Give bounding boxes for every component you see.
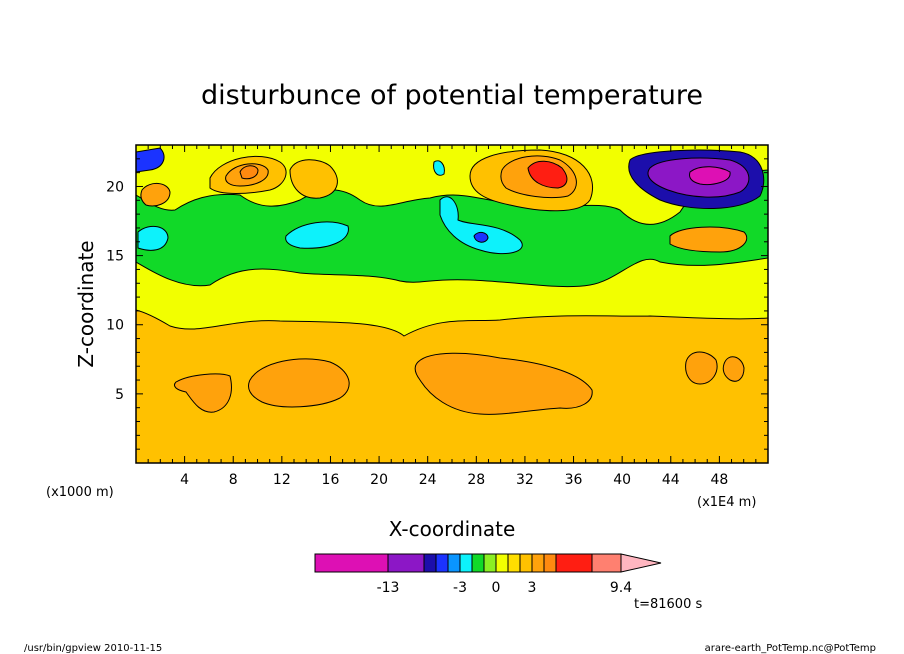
x-tick-label: 44 (662, 472, 680, 488)
time-annotation: t=81600 s (634, 597, 702, 612)
y-tick-label: 20 (106, 179, 124, 195)
colorbar-segment (471, 553, 485, 573)
colorbar-label: 0 (492, 580, 501, 596)
x-tick-label: 20 (370, 472, 388, 488)
x-tick-label: 40 (613, 472, 631, 488)
x-tick-label: 4 (180, 472, 189, 488)
field-blue-28 (473, 231, 489, 243)
colorbar-label: 9.4 (610, 580, 632, 596)
colorbar-segment (591, 553, 622, 573)
x-axis: 4 8 12 16 20 24 28 32 36 40 44 48 (147, 145, 757, 488)
heatmap-field (136, 145, 768, 463)
y-tick-label: 5 (115, 387, 124, 403)
x-tick-label: 24 (419, 472, 437, 488)
field-pocket-4 (685, 351, 718, 385)
x-tick-label: 36 (565, 472, 583, 488)
colorbar-segment (423, 553, 437, 573)
field-cyan-25 (439, 196, 523, 255)
x-tick-label: 28 (467, 472, 485, 488)
x-tick-label: 32 (516, 472, 534, 488)
y-axis-title: Z-coordinate (74, 240, 98, 367)
colorbar-segment (543, 553, 557, 573)
colorbar-segment (519, 553, 533, 573)
field-cyan-center (433, 160, 445, 176)
colorbar-segment (531, 553, 545, 573)
colorbar-arrow (620, 553, 662, 573)
y-tick-label: 15 (106, 249, 124, 265)
colorbar-segment (387, 553, 425, 573)
colorbar-segment (435, 553, 449, 573)
colorbar-segment (447, 553, 461, 573)
y-unit-label: (x1000 m) (46, 485, 114, 500)
colorbar-label: 3 (528, 580, 537, 596)
field-cyan-left (137, 225, 169, 251)
colorbar-segment (483, 553, 497, 573)
field-orange-46 (669, 226, 748, 253)
footer-right: arare-earth_PotTemp.nc@PotTemp (705, 643, 876, 654)
colorbar-segment (495, 553, 509, 573)
field-pocket-2 (248, 358, 350, 408)
field-pocket-3 (414, 352, 593, 415)
x-tick-label: 16 (322, 472, 340, 488)
field-orange-left (140, 183, 171, 207)
field-pocket-5 (722, 356, 745, 382)
field-pocket-1 (173, 373, 232, 413)
chart-title: disturbunce of potential temperature (201, 80, 703, 111)
colorbar-segment (314, 553, 389, 573)
colorbar-label: -13 (377, 580, 400, 596)
colorbar-label: -3 (453, 580, 467, 596)
x-tick-label: 12 (273, 472, 291, 488)
field-warm-14 (289, 159, 338, 199)
y-tick-label: 10 (106, 318, 124, 334)
x-tick-label: 48 (710, 472, 728, 488)
x-axis-title: X-coordinate (389, 517, 516, 541)
x-unit-label: (x1E4 m) (697, 495, 756, 510)
colorbar-segment (555, 553, 593, 573)
field-cold-46-core (689, 166, 731, 185)
field-cyan-15 (285, 221, 349, 249)
y-axis: 5 10 15 20 (106, 158, 768, 450)
colorbar-segment (459, 553, 473, 573)
footer-left: /usr/bin/gpview 2010-11-15 (24, 643, 162, 654)
field-warm-9-peak (239, 165, 259, 180)
colorbar-segment (507, 553, 521, 573)
colorbar-labels: -13 -3 0 3 9.4 (377, 580, 633, 596)
x-tick-label: 8 (229, 472, 238, 488)
field-warm-32-core (527, 160, 568, 189)
colorbar (314, 553, 662, 573)
